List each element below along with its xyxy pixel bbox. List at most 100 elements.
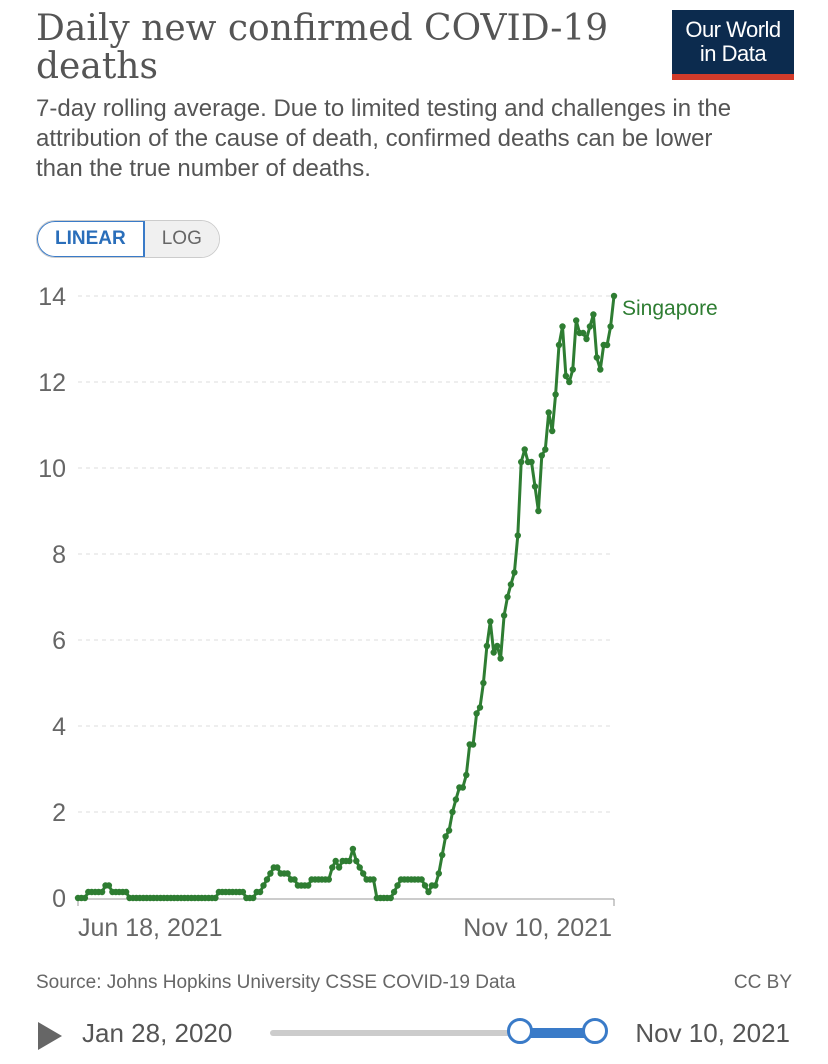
timeline-start-date: Jan 28, 2020 [82,1018,233,1048]
data-point [325,876,332,883]
data-point [267,870,274,877]
x-axis: Jun 18, 2021 Nov 10, 2021 [77,898,615,942]
data-point [439,851,446,859]
data-point [274,864,281,871]
timeline-end-date: Nov 10, 2021 [635,1018,790,1048]
y-tick-label: 12 [38,369,66,397]
data-point [500,612,508,619]
series-points [74,292,618,902]
data-point [360,870,367,877]
data-point [442,833,449,840]
y-axis-ticks: 0 2 4 6 8 10 12 14 [38,283,66,913]
data-point [284,870,291,877]
chart-title: Daily new confirmed COVID-19 deaths [36,8,609,87]
data-point [521,446,528,453]
data-point [421,882,429,889]
data-point [291,876,298,883]
data-point [353,857,360,865]
data-point [573,317,580,324]
data-point [504,593,511,601]
data-point [105,882,113,889]
data-point [579,329,587,337]
data-point [435,870,442,877]
line-chart: 0 2 4 6 8 10 12 14 Jun 18, 2021 Nov 10, 2021 Sin… [38,283,718,942]
series-label-singapore: Singapore [622,297,718,320]
x-tick-label: Jun 18, 2021 [78,914,223,942]
data-point [356,864,363,871]
data-point [545,409,552,416]
data-point [538,452,545,459]
data-point [590,311,597,318]
data-point [256,888,264,896]
linear-scale-button[interactable]: LINEAR [36,221,145,257]
y-tick-label: 10 [38,455,66,483]
data-point [394,882,401,889]
y-tick-label: 2 [52,799,66,827]
data-point [531,483,539,490]
data-point [518,458,525,466]
timeline-start-handle[interactable] [507,1018,534,1044]
data-point [418,876,425,883]
data-point [555,341,563,349]
data-point [329,864,336,871]
data-point [511,569,518,576]
data-point [610,292,618,300]
data-point [449,808,456,816]
data-point [263,876,271,883]
data-point [497,655,504,662]
y-tick-label: 6 [52,627,66,655]
log-scale-button[interactable]: LOG [144,221,219,257]
x-tick-label: Nov 10, 2021 [463,914,612,942]
timeline-bar: Jan 28, 2020 Nov 10, 2021 [0,1010,828,1056]
data-point [480,679,487,687]
data-point [542,446,549,453]
logo-line-1: Our World [685,17,781,42]
data-point [463,771,470,779]
license-link[interactable]: CC BY [733,972,792,993]
data-point [583,335,590,343]
data-point [425,888,432,896]
chart-subtitle: 7-day rolling average. Due to limited te… [36,95,732,182]
source-note[interactable]: Source: Johns Hopkins University CSSE CO… [36,972,516,993]
data-point [593,354,600,361]
data-point [332,857,339,865]
data-point [370,876,377,883]
data-point [98,888,106,896]
data-point [476,704,484,711]
data-point [514,532,521,539]
data-point [586,323,594,330]
owid-logo[interactable]: Our World in Data [672,10,794,80]
data-point [566,378,573,386]
timeline-end-handle[interactable] [582,1018,608,1044]
data-point [390,888,398,896]
data-point [469,741,477,748]
data-point [239,888,247,896]
y-tick-label: 4 [52,713,66,741]
data-point [305,882,312,889]
data-point [81,894,89,902]
data-point [452,796,460,803]
data-point [552,391,559,398]
data-point [473,710,480,717]
data-point [260,882,267,889]
data-point [445,827,453,834]
grid-lines [78,295,614,813]
data-point [597,366,604,373]
data-point [569,366,576,373]
data-point [494,642,501,650]
data-point [387,894,394,902]
timeline-track[interactable] [270,1030,595,1036]
data-point [432,882,439,889]
data-point [483,642,491,650]
data-point [607,323,614,330]
scale-toggle: LINEAR LOG [36,220,220,258]
data-point [559,323,566,330]
data-point [528,458,535,466]
logo-line-2: in Data [699,41,767,66]
data-point [490,649,497,656]
data-point [250,894,257,902]
timeline-selected-range [520,1028,595,1038]
data-point [346,857,353,865]
data-point [549,427,556,435]
play-icon[interactable] [38,1022,62,1050]
